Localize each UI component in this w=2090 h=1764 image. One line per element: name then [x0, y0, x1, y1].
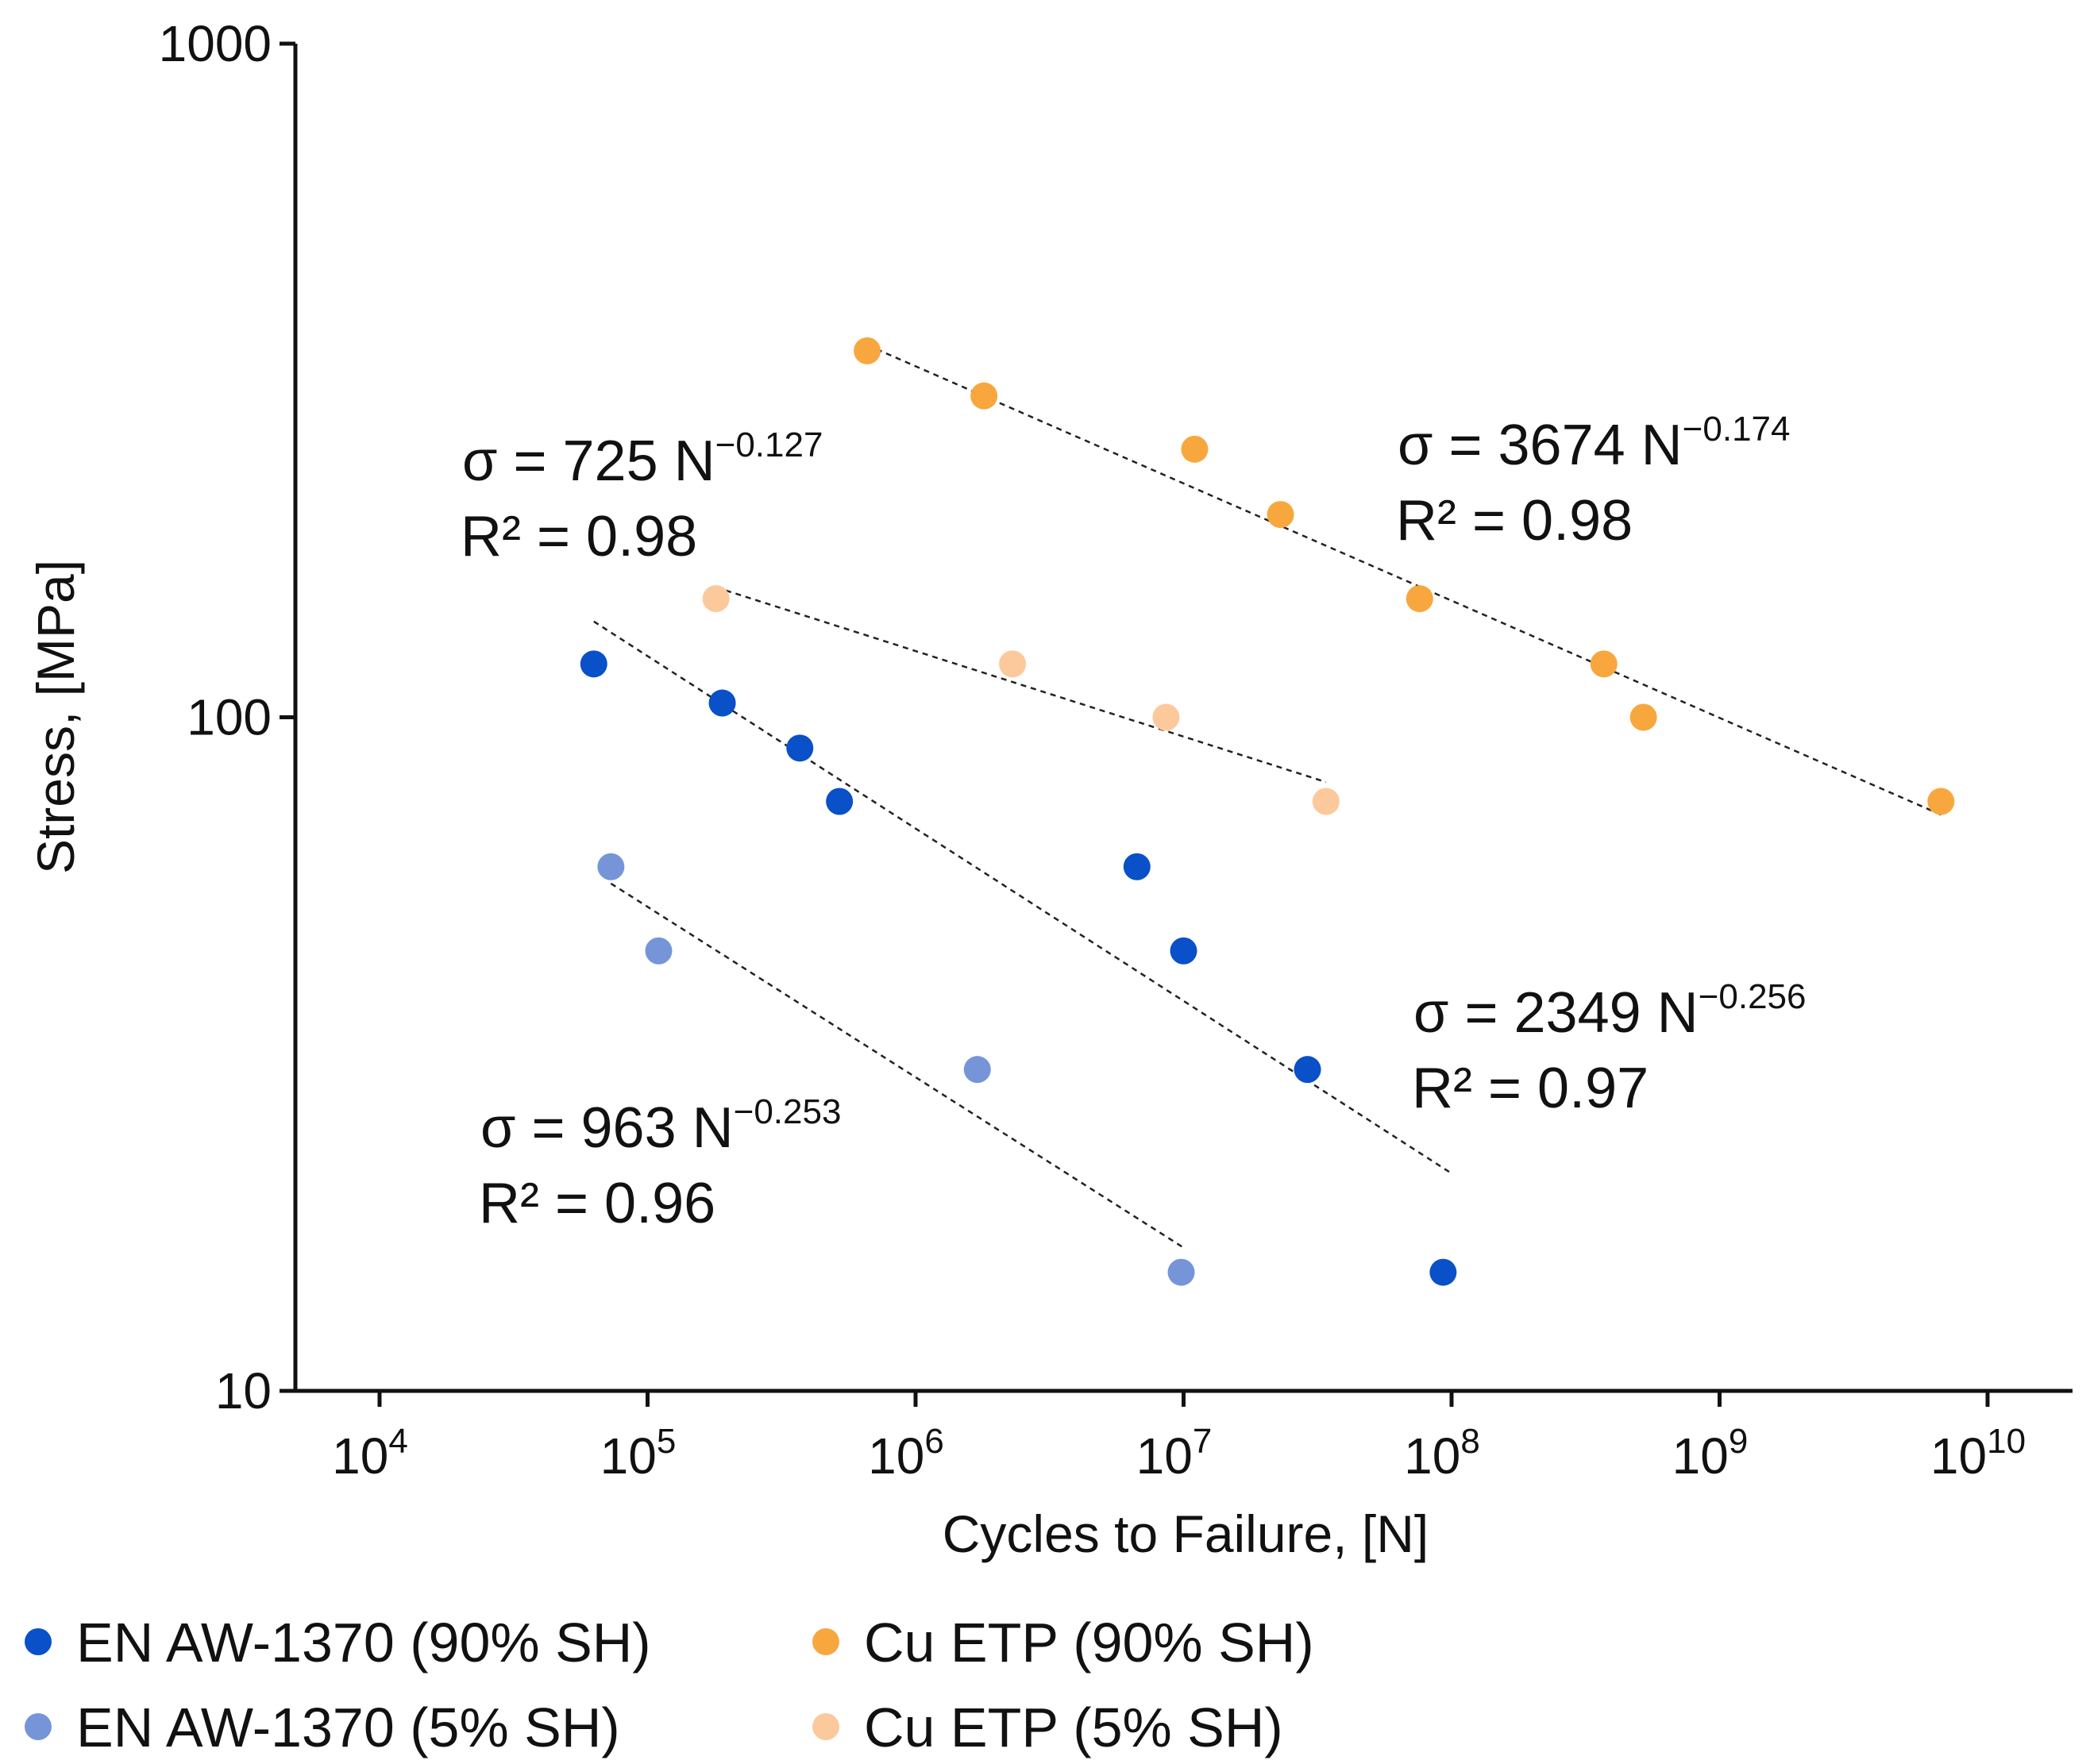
data-point — [1167, 1258, 1195, 1286]
data-point — [999, 650, 1027, 678]
y-tick-label: 10 — [215, 1362, 272, 1419]
y-tick-label: 100 — [187, 689, 272, 746]
legend-label: Cu ETP (90% SH) — [864, 1612, 1314, 1673]
data-points — [580, 337, 1955, 1286]
x-tick-label: 109 — [1672, 1422, 1749, 1485]
fit-equation: σ = 725 N−0.127 — [462, 426, 823, 493]
y-axis-title: Stress, [MPa] — [26, 560, 85, 874]
data-point — [786, 734, 814, 762]
legend: EN AW-1370 (90% SH) EN AW-1370 (5% SH) Cu … — [25, 1612, 1314, 1758]
fit-r-squared: R² = 0.97 — [1412, 1057, 1648, 1120]
data-point — [1927, 788, 1955, 815]
data-point — [970, 382, 998, 410]
fit-r-squared: R² = 0.98 — [1396, 489, 1633, 553]
fit-line — [715, 586, 1327, 784]
data-point — [597, 853, 625, 880]
data-point — [1629, 703, 1657, 731]
legend-marker — [812, 1713, 839, 1740]
data-point — [854, 337, 881, 364]
x-tick-label: 108 — [1404, 1422, 1480, 1485]
fit-equation: σ = 963 N−0.253 — [480, 1092, 841, 1160]
x-tick-label: 104 — [332, 1422, 408, 1485]
y-tick-label: 1000 — [159, 15, 272, 72]
data-point — [1312, 788, 1340, 815]
fit-annotations: σ = 2349 N−0.256 R² = 0.97 σ = 963 N−0.253… — [461, 410, 1806, 1235]
data-point — [963, 1056, 991, 1084]
fit-r-squared: R² = 0.96 — [479, 1172, 715, 1235]
x-tick-label: 107 — [1136, 1422, 1213, 1485]
legend-label: EN AW-1370 (90% SH) — [76, 1612, 651, 1673]
data-point — [580, 650, 607, 678]
data-point — [1294, 1056, 1321, 1084]
data-point — [1429, 1258, 1457, 1286]
data-point — [1267, 501, 1294, 529]
x-tick-label: 106 — [868, 1422, 944, 1485]
data-point — [1170, 937, 1197, 965]
data-point — [826, 788, 854, 815]
fit-equation: σ = 3674 N−0.174 — [1398, 410, 1790, 477]
data-point — [645, 937, 673, 965]
x-axis-title: Cycles to Failure, [N] — [943, 1504, 1429, 1563]
data-point — [1152, 703, 1180, 731]
legend-marker — [25, 1628, 52, 1655]
data-point — [1406, 585, 1433, 613]
x-tick-label: 105 — [600, 1422, 677, 1485]
data-point — [708, 689, 736, 717]
legend-label: Cu ETP (5% SH) — [864, 1697, 1283, 1758]
legend-marker — [812, 1628, 839, 1655]
axes: 10 100 1000 104 105 106 107 108 109 1010 — [159, 15, 2073, 1485]
data-point — [702, 585, 730, 613]
fit-r-squared: R² = 0.98 — [461, 505, 697, 568]
data-point — [1181, 435, 1209, 463]
data-point — [1590, 650, 1618, 678]
legend-marker — [25, 1713, 52, 1740]
legend-label: EN AW-1370 (5% SH) — [76, 1697, 620, 1758]
x-tick-label: 1010 — [1930, 1422, 2026, 1485]
fit-equation: σ = 2349 N−0.256 — [1413, 977, 1806, 1045]
data-point — [1123, 853, 1151, 880]
